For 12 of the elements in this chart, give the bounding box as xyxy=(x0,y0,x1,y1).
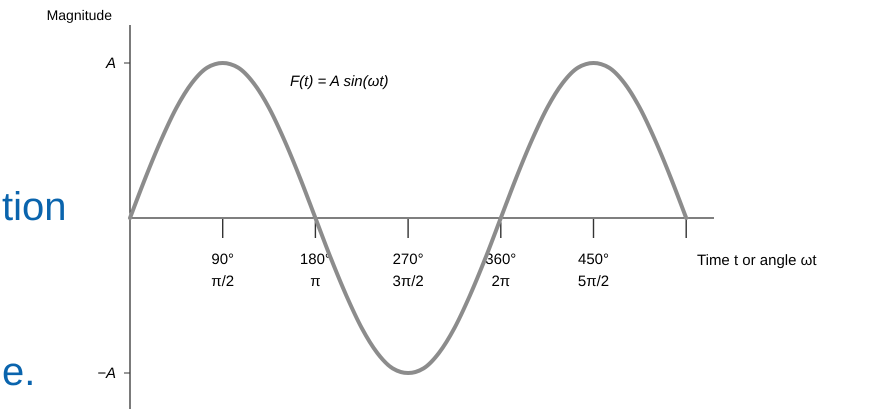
x-tick-label: 90° π/2 xyxy=(211,251,234,290)
x-tick-label: 180° π xyxy=(300,251,331,290)
annotation: F(t) = A sin(ωt) xyxy=(290,73,388,90)
x-tick-label: 360° 2π xyxy=(485,251,516,290)
text: tion xyxy=(2,185,66,229)
text: e. xyxy=(2,350,36,394)
text: −A xyxy=(97,365,116,382)
x-axis-title: Time t or angle ωt xyxy=(697,252,818,269)
x-tick-label: 270° 3π/2 xyxy=(392,251,424,290)
y-axis-title: Magnitude xyxy=(46,7,112,23)
x-tick-label: 450° 5π/2 xyxy=(578,251,610,290)
text: A xyxy=(104,55,116,72)
